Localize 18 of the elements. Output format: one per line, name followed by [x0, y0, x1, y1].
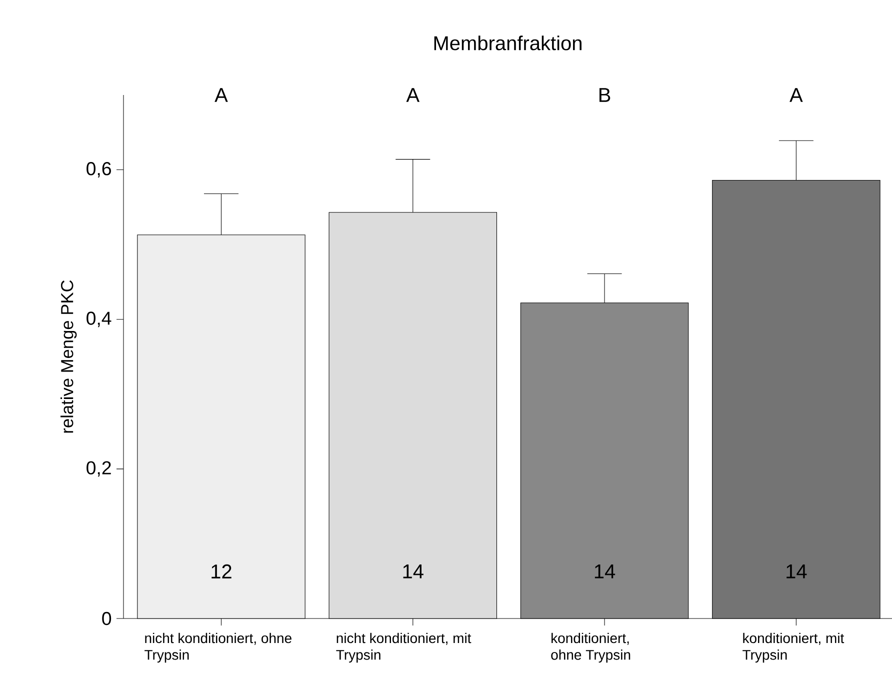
annotation: A: [406, 88, 420, 102]
annotation: A: [214, 88, 228, 102]
annotation: 14: [594, 564, 616, 578]
x-tick-label: nicht konditioniert, ohne Trypsin: [144, 632, 292, 663]
y-tick-label: 0: [102, 612, 112, 626]
annotation: 12: [212, 564, 232, 578]
x-tick-label: konditioniert, mit Trypsin: [742, 632, 844, 663]
x-tick-label: konditioniert, ohne Trypsin: [551, 632, 630, 663]
x-tick-label: nicht konditioniert, mit Trypsin: [336, 632, 472, 663]
y-tick-label: 0,4: [86, 312, 112, 328]
y-axis-title: relative Menge PKC: [60, 280, 77, 433]
annotation: B: [600, 88, 610, 102]
y-tick-label: 0,6: [86, 162, 111, 178]
annotation: A: [790, 88, 803, 102]
annotation: 14: [403, 564, 424, 578]
y-tick-label: 0,2: [86, 461, 111, 477]
annotation: 14: [786, 564, 807, 578]
chart-title: Membranfraktion: [434, 36, 582, 50]
